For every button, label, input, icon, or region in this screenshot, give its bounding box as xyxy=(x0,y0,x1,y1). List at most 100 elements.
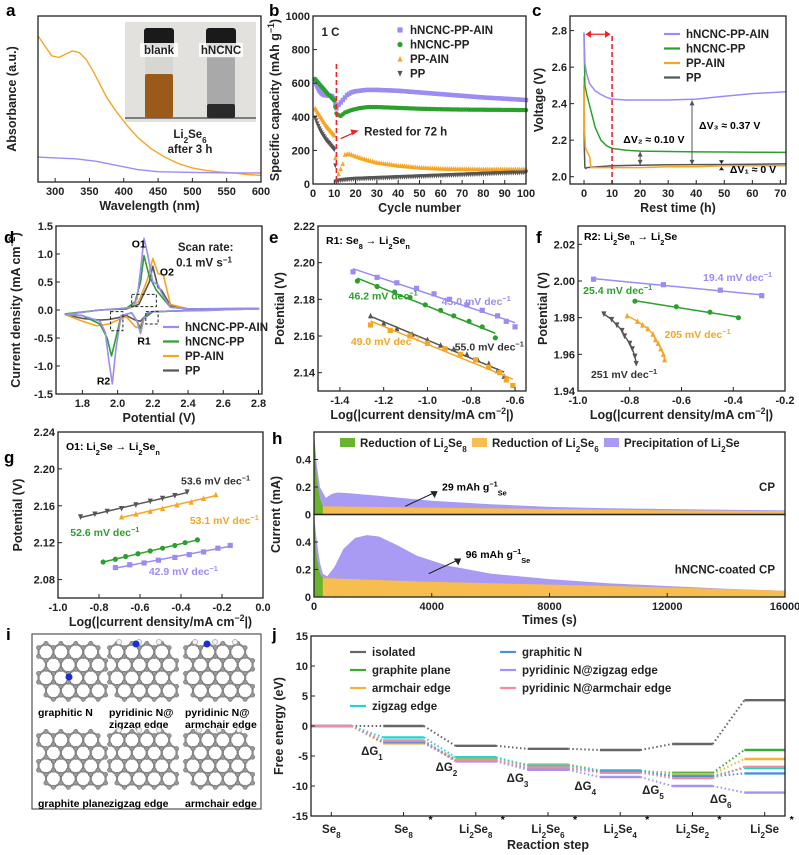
vial-label-blank: blank xyxy=(144,45,175,57)
carbon-atom-icon xyxy=(95,645,101,651)
sub-text: 1 xyxy=(378,752,383,761)
sup-text: −2 xyxy=(496,406,506,416)
carbon-atom-icon xyxy=(151,759,157,764)
x-axis-title: Potential (V) xyxy=(123,411,196,425)
y-axis: 0 200 400 600 800 1000 xyxy=(286,11,317,191)
carbon-atom-icon xyxy=(103,780,109,786)
legend-label: PP-AIN xyxy=(410,54,449,66)
carbon-atom-icon xyxy=(50,679,56,685)
text-span: 52.6 mV dec xyxy=(70,527,131,539)
carbon-atom-icon xyxy=(107,759,113,764)
carbon-atom-icon xyxy=(73,771,79,777)
carbon-atom-icon xyxy=(197,696,203,702)
sub-text: 4 xyxy=(632,831,637,840)
y-tick-label: 2.20 xyxy=(294,258,315,270)
carbon-atom-icon xyxy=(43,692,49,698)
category-label: Li2Se2 xyxy=(676,824,710,840)
carbon-atom-icon xyxy=(205,658,211,664)
hydrogen-atom-icon xyxy=(192,639,198,645)
x-tick-label: 40 xyxy=(392,188,404,200)
data-point-triangle-up xyxy=(624,312,630,319)
data-point-square xyxy=(660,282,666,288)
category-label: Li2Se8 xyxy=(459,824,493,840)
slope-label: 46.2 mV dec−1 xyxy=(349,288,418,303)
carbon-atom-icon xyxy=(227,671,233,676)
carbon-atom-icon xyxy=(212,741,218,747)
text-span: R2: Li xyxy=(584,231,613,243)
slope-label: 205 mV dec−1 xyxy=(664,326,730,341)
sub-text: n xyxy=(155,448,160,457)
carbon-atom-icon xyxy=(114,780,120,786)
carbon-atom-icon xyxy=(197,671,203,676)
series-hNCNC-PP-AIN xyxy=(590,276,765,299)
carbon-atom-icon xyxy=(80,784,86,790)
data-point-square xyxy=(442,346,448,352)
sub-text: 2 xyxy=(444,445,449,454)
data-point-triangle-up xyxy=(159,505,166,512)
adsorbed-star-mark: * xyxy=(717,814,722,826)
data-point-triangle-up xyxy=(645,325,651,332)
carbon-atom-icon xyxy=(107,679,113,685)
y-tick-label: 5 xyxy=(302,691,308,703)
carbon-atom-icon xyxy=(144,728,150,734)
carbon-atom-icon xyxy=(159,771,165,777)
x-tick-label: 2.4 xyxy=(180,398,196,410)
data-point-circle xyxy=(172,542,178,549)
transition-line xyxy=(712,785,745,794)
x-tick-label: 100 xyxy=(517,188,535,200)
carbon-atom-icon xyxy=(95,679,101,685)
y-tick-label: 0.4 xyxy=(296,455,312,467)
carbon-atom-icon xyxy=(174,658,180,664)
carbon-atom-icon xyxy=(144,666,150,672)
text-span: Li xyxy=(604,824,614,836)
y-axis-title: Absorbance (a.u.) xyxy=(5,46,19,152)
series-hNCNC-PP xyxy=(100,537,200,565)
data-point-triangle-up xyxy=(118,513,125,520)
carbon-atom-icon xyxy=(212,696,218,702)
legend: hNCNC-PP-AIN hNCNC-PP PP-AIN PP xyxy=(664,29,769,85)
carbon-atom-icon xyxy=(144,746,150,752)
carbon-atom-icon xyxy=(50,653,56,659)
series-line-hNCNC-PP-AIN xyxy=(64,237,260,385)
data-point-triangle-up xyxy=(332,132,337,138)
series-group xyxy=(64,237,260,385)
carbon-atom-icon xyxy=(136,784,142,790)
text-span: Se xyxy=(765,824,779,836)
carbon-atom-icon xyxy=(121,696,127,702)
y-axis-title: Free energy (eV) xyxy=(272,677,286,775)
carbon-atom-icon xyxy=(73,780,79,786)
carbon-atom-icon xyxy=(227,767,233,773)
data-point-circle xyxy=(182,540,188,546)
series-line-PP-AIN xyxy=(583,76,786,169)
carbon-atom-icon xyxy=(73,754,79,760)
plot-frame xyxy=(569,15,787,185)
sup-text: −1 xyxy=(266,23,276,33)
y-tick-label: 2.12 xyxy=(34,538,55,550)
y-tick-label: 0 xyxy=(305,592,311,604)
transition-line xyxy=(640,776,673,787)
carbon-atom-icon xyxy=(212,759,218,764)
carbon-atom-icon xyxy=(166,696,172,702)
carbon-atom-icon xyxy=(159,746,165,752)
carbon-atom-icon xyxy=(227,696,233,702)
carbon-atom-icon xyxy=(205,754,211,760)
sub-text: n xyxy=(630,238,635,247)
carbon-atom-icon xyxy=(80,671,86,676)
reaction-annotation: O1: Li2Se → Li2Sen xyxy=(66,441,160,457)
carbon-atom-icon xyxy=(95,784,101,790)
data-point-square xyxy=(510,382,516,389)
y-axis-title: Current density (mA cm−2) xyxy=(7,232,23,387)
data-point-triangle-up xyxy=(658,345,664,352)
x-tick-label: -1.0 xyxy=(418,395,437,407)
vial-solution-icon xyxy=(145,74,173,118)
panel-label-j: j xyxy=(271,625,277,644)
data-point-square xyxy=(759,293,765,299)
carbon-atom-icon xyxy=(151,671,157,676)
carbon-atom-icon xyxy=(166,784,172,790)
carbon-atom-icon xyxy=(166,679,172,685)
data-point-square xyxy=(717,287,723,293)
legend-label: Precipitation of Li2Se xyxy=(624,438,740,454)
structure-label: armchair edge xyxy=(185,798,257,810)
carbon-atom-icon xyxy=(121,679,127,685)
fit-line xyxy=(80,491,188,519)
